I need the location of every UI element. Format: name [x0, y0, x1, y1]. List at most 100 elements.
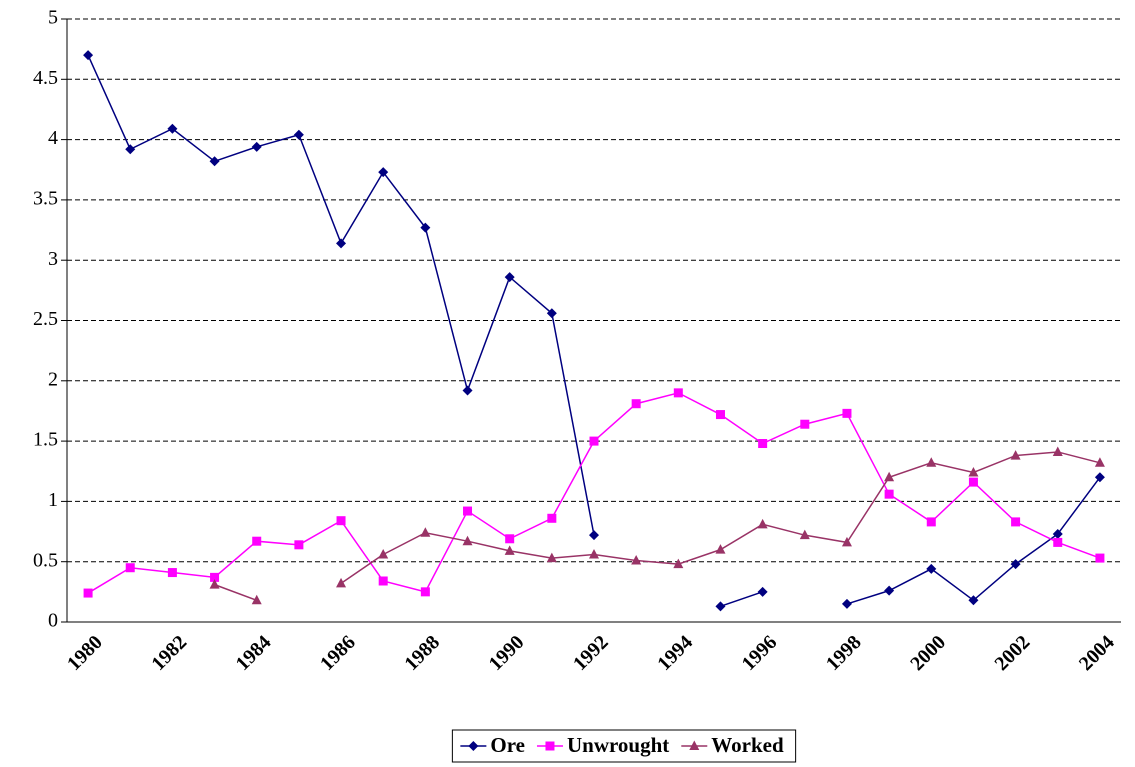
point	[83, 50, 94, 61]
y-tick-label: 4.5	[33, 67, 58, 89]
legend-label: Ore	[490, 733, 525, 757]
point	[758, 439, 768, 449]
point	[167, 568, 177, 578]
y-tick-label: 0.5	[33, 549, 58, 571]
point	[926, 563, 937, 574]
point	[926, 517, 936, 527]
x-tick-label: 1986	[316, 631, 360, 675]
point	[1010, 559, 1021, 570]
x-tick-label: 1998	[822, 631, 866, 675]
point	[1052, 528, 1063, 539]
point	[420, 222, 431, 233]
point	[378, 576, 388, 586]
point	[1052, 446, 1063, 456]
point	[546, 552, 557, 563]
point	[83, 588, 93, 598]
point	[926, 457, 937, 467]
point	[462, 385, 473, 396]
x-tick-label: 1996	[738, 631, 782, 675]
point	[420, 527, 431, 537]
y-tick-label: 1.5	[33, 429, 58, 451]
point	[673, 388, 683, 398]
point	[715, 601, 726, 612]
y-tick-label: 3	[48, 248, 58, 270]
point	[252, 536, 262, 546]
point	[336, 516, 346, 526]
x-tick-label: 2004	[1075, 631, 1119, 675]
point	[589, 548, 599, 559]
point	[125, 144, 136, 155]
legend-label: Worked	[711, 733, 784, 757]
x-tick-label: 2000	[906, 631, 950, 675]
point	[167, 123, 178, 134]
series-line	[87, 54, 1101, 608]
x-tick-label: 1980	[63, 631, 107, 675]
x-tick-label: 1992	[569, 631, 613, 675]
legend: Ore Unwrought Worked	[451, 729, 797, 763]
point	[715, 410, 725, 420]
point	[209, 156, 220, 167]
point	[968, 595, 979, 606]
x-tick-label: 2002	[991, 631, 1035, 675]
y-tick-label: 3.5	[33, 187, 58, 209]
point	[1011, 517, 1021, 527]
point	[294, 540, 304, 550]
point	[546, 308, 557, 319]
point	[293, 129, 304, 140]
x-tick-label: 1984	[232, 631, 276, 675]
point	[251, 141, 262, 152]
point	[631, 554, 642, 565]
legend-marker	[545, 741, 555, 751]
point	[757, 518, 768, 529]
point	[420, 587, 430, 597]
point	[210, 572, 220, 582]
point	[336, 238, 347, 249]
point	[799, 529, 810, 540]
point	[1010, 450, 1021, 460]
x-tick-label: 1982	[147, 631, 191, 675]
point	[209, 579, 220, 589]
point	[504, 272, 515, 283]
point	[673, 558, 684, 569]
y-tick-label: 0	[48, 610, 58, 632]
point	[841, 536, 852, 547]
point	[715, 544, 726, 554]
point	[378, 548, 389, 559]
point	[968, 466, 979, 477]
point	[251, 594, 262, 605]
point	[504, 545, 515, 555]
point	[505, 534, 515, 544]
point	[378, 167, 389, 178]
point	[463, 506, 473, 516]
point	[125, 563, 135, 573]
y-tick-label: 1	[48, 489, 58, 511]
point	[800, 419, 810, 429]
y-tick-label: 4	[48, 127, 58, 149]
series-line	[214, 451, 1101, 601]
point	[757, 586, 768, 597]
point	[462, 535, 473, 546]
series-line	[87, 392, 1101, 594]
y-tick-label: 2	[48, 368, 58, 390]
point	[589, 436, 599, 446]
y-tick-label: 5	[48, 7, 58, 29]
point	[841, 598, 852, 609]
point	[884, 585, 895, 596]
legend-marker	[689, 740, 700, 750]
point	[1094, 457, 1105, 467]
legend-marker	[468, 741, 479, 751]
x-tick-label: 1990	[485, 631, 529, 675]
point	[631, 399, 641, 409]
x-tick-label: 1994	[653, 631, 697, 675]
point	[336, 577, 347, 588]
point	[884, 489, 894, 499]
legend-box	[451, 729, 797, 763]
point	[884, 471, 895, 482]
point	[547, 513, 557, 523]
point	[1095, 553, 1105, 563]
x-tick-label: 1988	[400, 631, 444, 675]
point	[968, 477, 978, 487]
point	[1053, 537, 1063, 547]
legend-label: Unwrought	[567, 733, 669, 757]
